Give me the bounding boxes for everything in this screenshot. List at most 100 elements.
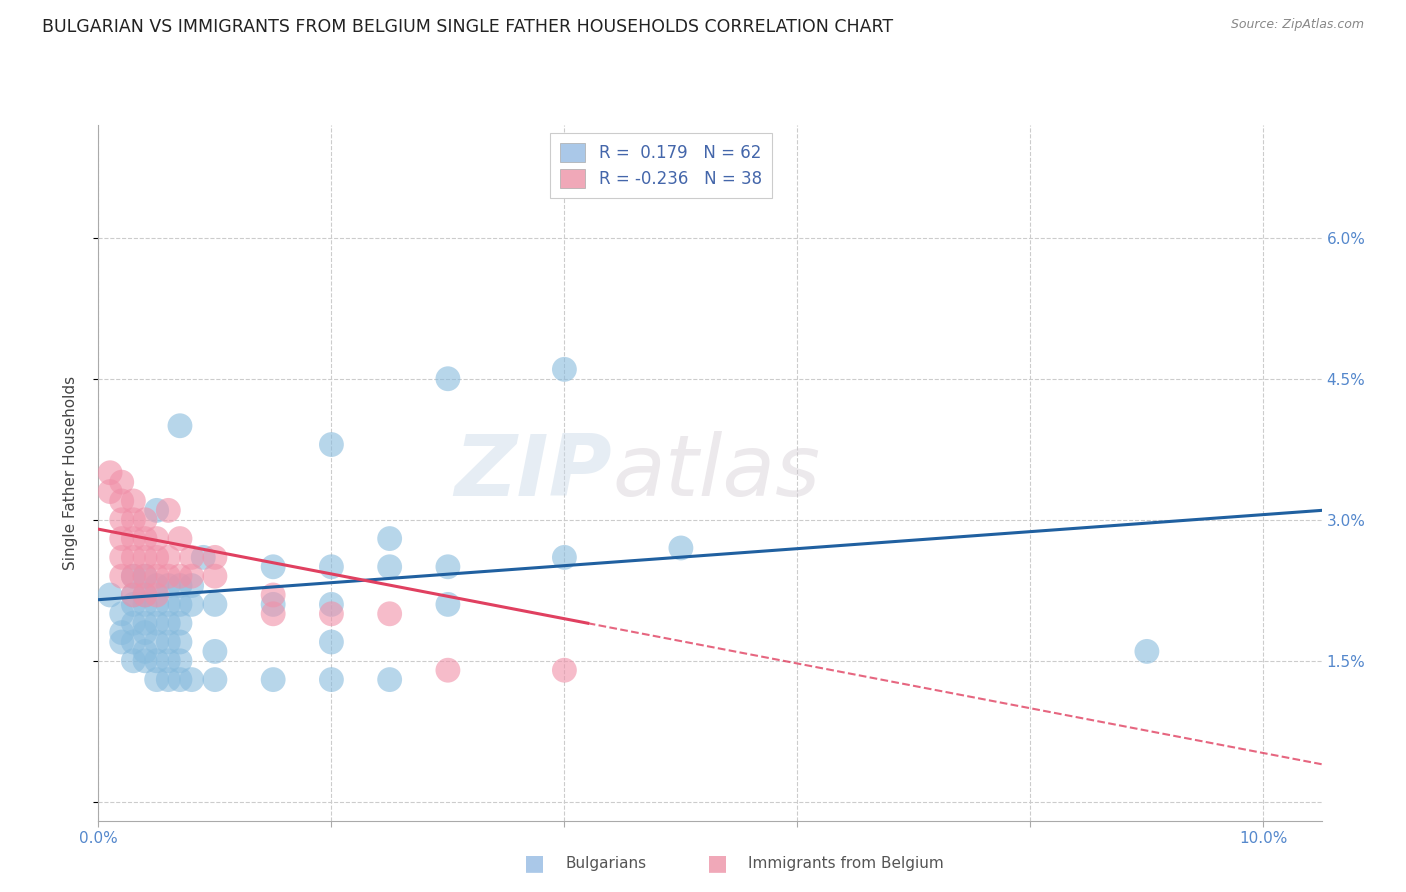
Point	[157, 503, 180, 517]
Point	[134, 569, 156, 583]
Point	[169, 598, 191, 612]
Point	[157, 673, 180, 687]
Point	[122, 598, 145, 612]
Point	[553, 663, 575, 677]
Point	[145, 550, 167, 565]
Point	[134, 588, 156, 602]
Point	[111, 569, 134, 583]
Point	[553, 550, 575, 565]
Point	[262, 588, 284, 602]
Point	[157, 569, 180, 583]
Point	[437, 598, 460, 612]
Point	[204, 550, 226, 565]
Text: ■: ■	[707, 854, 727, 873]
Point	[157, 550, 180, 565]
Text: ■: ■	[524, 854, 544, 873]
Text: Source: ZipAtlas.com: Source: ZipAtlas.com	[1230, 18, 1364, 31]
Point	[98, 484, 121, 499]
Point	[378, 673, 401, 687]
Point	[321, 598, 343, 612]
Point	[111, 494, 134, 508]
Point	[193, 550, 215, 565]
Text: BULGARIAN VS IMMIGRANTS FROM BELGIUM SINGLE FATHER HOUSEHOLDS CORRELATION CHART: BULGARIAN VS IMMIGRANTS FROM BELGIUM SIN…	[42, 18, 893, 36]
Point	[122, 569, 145, 583]
Point	[134, 616, 156, 631]
Point	[111, 635, 134, 649]
Point	[553, 362, 575, 376]
Point	[145, 654, 167, 668]
Point	[180, 550, 202, 565]
Point	[437, 663, 460, 677]
Point	[262, 673, 284, 687]
Point	[321, 673, 343, 687]
Point	[262, 559, 284, 574]
Point	[169, 616, 191, 631]
Point	[122, 588, 145, 602]
Point	[437, 372, 460, 386]
Point	[122, 654, 145, 668]
Point	[98, 588, 121, 602]
Point	[145, 578, 167, 592]
Point	[134, 654, 156, 668]
Point	[204, 644, 226, 658]
Point	[111, 550, 134, 565]
Point	[145, 673, 167, 687]
Text: Bulgarians: Bulgarians	[565, 856, 647, 871]
Point	[122, 635, 145, 649]
Point	[111, 475, 134, 490]
Point	[122, 616, 145, 631]
Point	[262, 607, 284, 621]
Point	[204, 673, 226, 687]
Point	[204, 569, 226, 583]
Point	[169, 418, 191, 433]
Point	[134, 513, 156, 527]
Point	[122, 550, 145, 565]
Point	[122, 569, 145, 583]
Point	[122, 494, 145, 508]
Point	[111, 532, 134, 546]
Point	[134, 625, 156, 640]
Point	[157, 598, 180, 612]
Point	[437, 559, 460, 574]
Point	[145, 588, 167, 602]
Point	[180, 578, 202, 592]
Text: ZIP: ZIP	[454, 431, 612, 515]
Point	[180, 598, 202, 612]
Point	[134, 644, 156, 658]
Point	[134, 588, 156, 602]
Point	[122, 532, 145, 546]
Point	[169, 578, 191, 592]
Point	[262, 598, 284, 612]
Point	[378, 559, 401, 574]
Point	[169, 569, 191, 583]
Point	[134, 569, 156, 583]
Point	[157, 578, 180, 592]
Point	[169, 654, 191, 668]
Point	[145, 569, 167, 583]
Point	[145, 616, 167, 631]
Point	[111, 513, 134, 527]
Point	[321, 635, 343, 649]
Point	[180, 673, 202, 687]
Text: Immigrants from Belgium: Immigrants from Belgium	[748, 856, 943, 871]
Point	[122, 513, 145, 527]
Point	[204, 598, 226, 612]
Point	[134, 550, 156, 565]
Point	[321, 607, 343, 621]
Point	[134, 532, 156, 546]
Point	[157, 635, 180, 649]
Point	[122, 588, 145, 602]
Point	[157, 616, 180, 631]
Point	[669, 541, 692, 555]
Point	[180, 569, 202, 583]
Point	[169, 532, 191, 546]
Point	[378, 607, 401, 621]
Point	[111, 607, 134, 621]
Legend: R =  0.179   N = 62, R = -0.236   N = 38: R = 0.179 N = 62, R = -0.236 N = 38	[550, 133, 772, 198]
Point	[145, 503, 167, 517]
Point	[111, 625, 134, 640]
Point	[98, 466, 121, 480]
Point	[145, 635, 167, 649]
Point	[134, 598, 156, 612]
Point	[145, 532, 167, 546]
